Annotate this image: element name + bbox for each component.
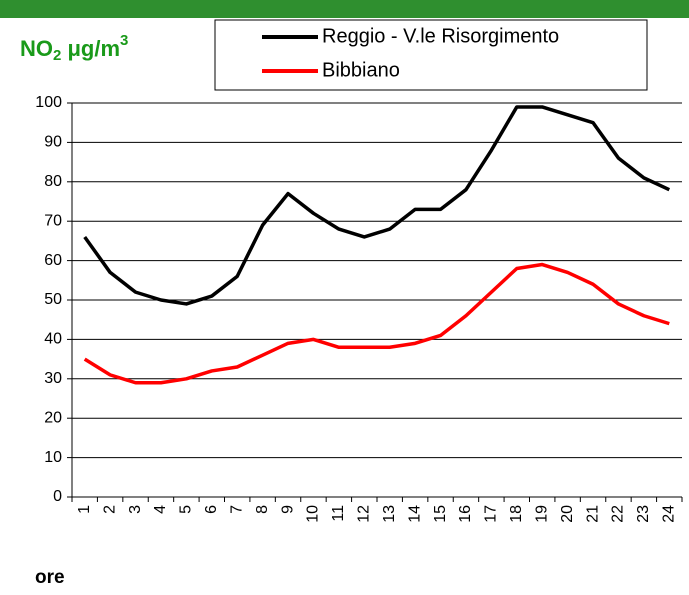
series-line (83, 105, 671, 306)
x-tick-label: 6 (203, 505, 220, 514)
y-tick-label: 30 (44, 370, 62, 387)
x-tick-label: 19 (533, 505, 550, 523)
y-tick-label: 100 (35, 94, 62, 111)
x-tick-label: 15 (432, 505, 449, 523)
x-tick-label: 21 (584, 505, 601, 523)
series-line (83, 262, 670, 385)
x-tick-label: 4 (152, 505, 169, 514)
y-label-sup: 3 (120, 32, 128, 49)
y-tick-label: 10 (44, 449, 62, 466)
y-tick-label: 80 (44, 173, 62, 190)
x-tick-label: 8 (254, 505, 271, 514)
x-tick-label: 20 (559, 505, 576, 523)
y-tick-label: 40 (44, 331, 62, 348)
x-tick-label: 9 (279, 505, 296, 514)
x-tick-label: 2 (101, 505, 118, 514)
legend-label: Bibbiano (322, 59, 400, 81)
y-tick-label: 20 (44, 409, 62, 426)
x-tick-label: 12 (356, 505, 373, 523)
x-tick-label: 7 (228, 505, 245, 514)
legend (214, 19, 648, 91)
x-tick-label: 18 (508, 505, 525, 523)
x-tick-label: 14 (406, 505, 423, 523)
y-label-main: NO (20, 36, 53, 61)
y-tick-label: 70 (44, 212, 62, 229)
x-tick-label: 13 (381, 505, 398, 523)
x-tick-label: 3 (127, 505, 144, 514)
y-tick-label: 60 (44, 252, 62, 269)
y-label-unit: μg/m (61, 36, 120, 61)
x-tick-label: 5 (178, 505, 195, 514)
x-tick-label: 22 (610, 505, 627, 523)
y-tick-label: 90 (44, 134, 62, 151)
x-axis-label: ore (35, 567, 65, 588)
x-tick-label: 10 (305, 505, 322, 523)
y-label-sub: 2 (53, 47, 61, 64)
y-tick-label: 50 (44, 291, 62, 308)
x-tick-label: 23 (635, 505, 652, 523)
x-tick-label: 24 (661, 505, 678, 523)
x-tick-label: 17 (483, 505, 500, 523)
header-band (0, 0, 689, 18)
legend-label: Reggio - V.le Risorgimento (322, 25, 559, 47)
x-tick-label: 1 (76, 505, 93, 514)
x-tick-label: 11 (330, 505, 347, 522)
y-tick-label: 0 (53, 488, 62, 505)
x-tick-label: 16 (457, 505, 474, 523)
y-axis-label: NO2 μg/m3 (20, 32, 128, 64)
